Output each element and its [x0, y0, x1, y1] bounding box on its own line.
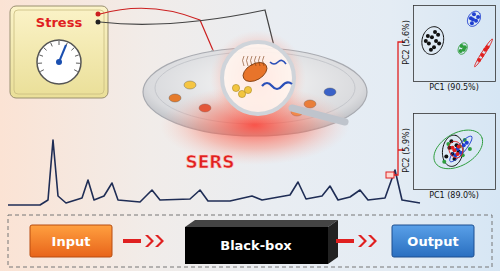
html-text:PC2 (5.9%): PC2 (5.9%)	[401, 128, 411, 173]
svg-text:SERS: SERS	[185, 152, 234, 172]
svg-text:Input: Input	[52, 234, 91, 249]
html-text:PC1 (90.5%): PC1 (90.5%)	[429, 83, 479, 92]
svg-text:Black-box: Black-box	[220, 238, 292, 253]
html-text:PC1 (89.0%): PC1 (89.0%)	[429, 191, 479, 200]
svg-text:Output: Output	[407, 234, 458, 249]
html-text:PC2 (5.6%): PC2 (5.6%)	[401, 20, 411, 65]
svg-text:Stress: Stress	[36, 15, 83, 30]
